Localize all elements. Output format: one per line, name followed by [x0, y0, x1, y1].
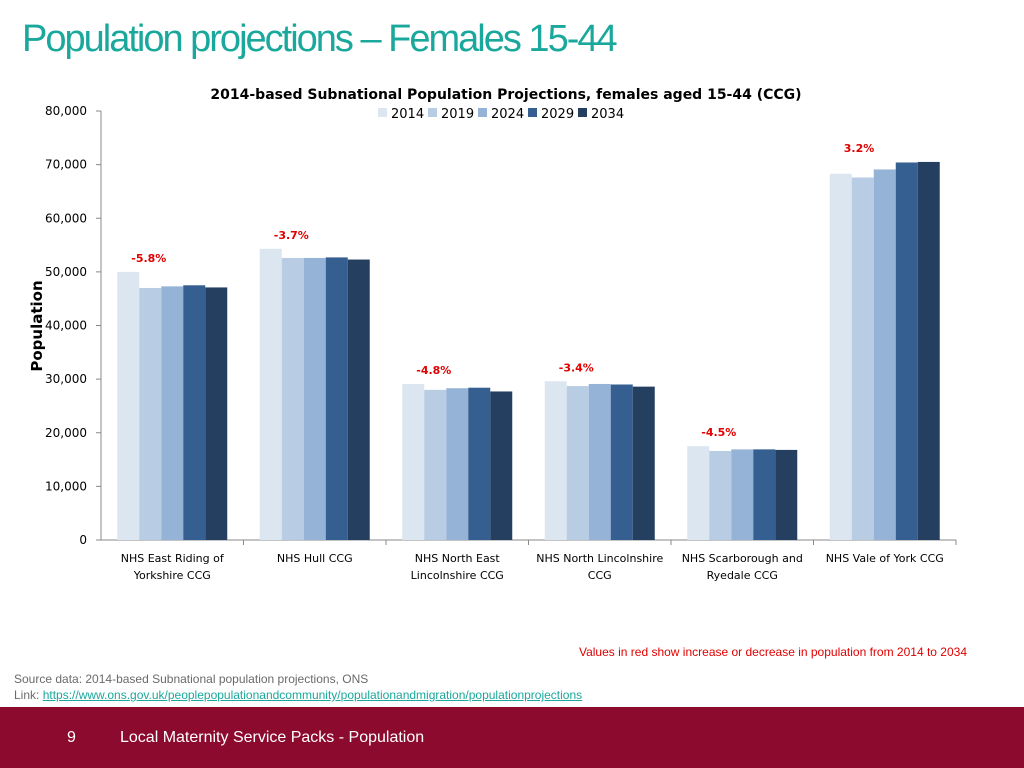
bar-2014: [117, 271, 140, 540]
bar-2024: [303, 257, 326, 540]
change-label: -4.5%: [701, 426, 736, 439]
bar-2014: [829, 173, 852, 540]
bar-2034: [775, 449, 798, 540]
x-category-label: NHS Scarborough and: [682, 552, 803, 565]
bar-2014: [544, 381, 567, 540]
bar-2029: [325, 257, 348, 540]
bar-2024: [446, 388, 469, 540]
change-label: -4.8%: [416, 364, 451, 377]
source-line: Source data: 2014-based Subnational popu…: [14, 672, 369, 686]
bar-2029: [610, 384, 633, 540]
legend-label: 2034: [591, 107, 624, 122]
bar-2029: [753, 449, 776, 540]
x-category-label: NHS North East: [415, 552, 501, 565]
x-category-label: Yorkshire CCG: [133, 569, 211, 582]
y-tick-label: 50,000: [45, 265, 87, 279]
bar-2024: [873, 169, 896, 541]
change-label: -3.7%: [274, 229, 309, 242]
legend-swatch: [578, 108, 587, 117]
bar-2034: [205, 287, 228, 540]
slide-title: Population projections – Females 15-44: [22, 18, 618, 60]
chart-title: 2014-based Subnational Population Projec…: [210, 87, 801, 103]
legend-swatch: [378, 108, 387, 117]
bar-2014: [687, 446, 710, 540]
change-label: -3.4%: [559, 361, 594, 374]
bar-2029: [468, 387, 491, 540]
bar-2014: [259, 248, 282, 540]
y-tick-label: 60,000: [45, 211, 87, 225]
x-category-label: NHS East Riding of: [121, 552, 225, 565]
x-category-label: NHS North Lincolnshire: [536, 552, 663, 565]
y-axis-label: Population: [28, 280, 46, 371]
x-category-label: NHS Vale of York CCG: [826, 552, 944, 565]
x-category-label: NHS Hull CCG: [277, 552, 353, 565]
y-tick-label: 70,000: [45, 158, 87, 172]
bar-2024: [161, 286, 184, 540]
footer-bar: 9 Local Maternity Service Packs - Popula…: [0, 707, 1024, 768]
legend-label: 2019: [441, 107, 474, 122]
bar-2019: [709, 450, 732, 540]
source-link[interactable]: https://www.ons.gov.uk/peoplepopulationa…: [42, 688, 583, 702]
legend-label: 2024: [491, 107, 524, 122]
bar-2024: [731, 449, 754, 540]
source-link-line: Link: https://www.ons.gov.uk/peoplepopul…: [14, 687, 582, 703]
footer-title: Local Maternity Service Packs - Populati…: [120, 729, 425, 746]
source-block: Source data: 2014-based Subnational popu…: [14, 671, 582, 703]
bar-2024: [588, 383, 611, 540]
y-tick-label: 30,000: [45, 372, 87, 386]
bar-2019: [281, 257, 304, 540]
bar-2034: [917, 161, 940, 540]
legend-swatch: [478, 108, 487, 117]
bar-2019: [424, 389, 447, 540]
y-tick-label: 0: [79, 533, 87, 547]
bar-2034: [347, 259, 370, 540]
bar-2029: [895, 162, 918, 541]
legend-swatch: [528, 108, 537, 117]
bar-2019: [139, 287, 162, 540]
bar-2034: [632, 386, 655, 540]
bar-2014: [402, 383, 425, 540]
bar-2034: [490, 391, 513, 540]
y-tick-label: 20,000: [45, 426, 87, 440]
x-category-label: CCG: [588, 569, 612, 582]
y-tick-label: 40,000: [45, 319, 87, 333]
legend-label: 2014: [391, 107, 424, 122]
x-category-label: Ryedale CCG: [707, 569, 778, 582]
change-label: -5.8%: [131, 252, 166, 265]
legend-label: 2029: [541, 107, 574, 122]
bar-2019: [566, 386, 589, 540]
bar-2029: [183, 285, 206, 540]
link-label: Link:: [14, 688, 43, 702]
change-label: 3.2%: [844, 142, 875, 155]
y-tick-label: 10,000: [45, 479, 87, 493]
bar-2019: [851, 177, 874, 540]
legend-swatch: [428, 108, 437, 117]
population-bar-chart: 2014-based Subnational Population Projec…: [28, 87, 957, 582]
page-number: 9: [67, 729, 76, 746]
x-category-label: Lincolnshire CCG: [411, 569, 504, 582]
y-tick-label: 80,000: [45, 104, 87, 118]
change-note: Values in red show increase or decrease …: [578, 645, 967, 659]
